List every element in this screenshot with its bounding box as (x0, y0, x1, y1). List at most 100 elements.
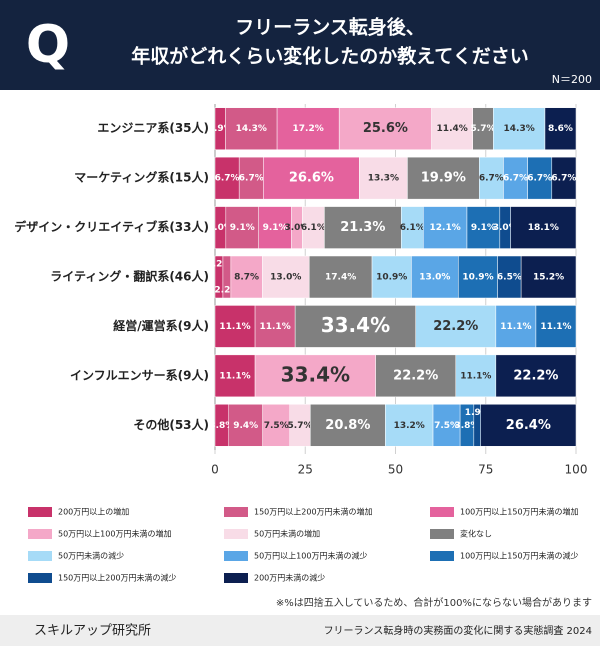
value-label: 25.6% (363, 121, 408, 136)
brand: スキルアップ研究所 (34, 624, 151, 639)
source: フリーランス転身時の実務面の変化に関する実態調査 2024 (324, 624, 592, 637)
legend-swatch (430, 529, 454, 539)
bar-segment (535, 305, 577, 348)
x-tick-label: 0 (211, 463, 219, 477)
legend-swatch (430, 507, 454, 517)
value-label: 2.2% (206, 260, 231, 270)
value-label: 2.9% (208, 124, 233, 134)
bar-segment (359, 156, 408, 200)
value-label: 26.4% (506, 418, 551, 433)
value-label: 7.5% (264, 421, 289, 431)
x-tick-label: 50 (388, 463, 403, 477)
bar-segment (458, 255, 498, 299)
title: フリーランス転身後、 (235, 16, 425, 39)
bar-segment (254, 305, 296, 348)
value-label: 6.5% (497, 273, 522, 283)
value-label: 5.7% (288, 421, 313, 431)
value-label: 6.7% (503, 174, 528, 184)
value-label: 11.1% (460, 371, 491, 381)
value-label: 11.1% (259, 322, 290, 332)
value-label: 11.1% (219, 371, 250, 381)
bar-segment (415, 305, 497, 348)
value-label: 13.0% (270, 273, 301, 283)
value-label: 7.5% (434, 421, 459, 431)
legend-label: 150万円以上200万円未満の減少 (58, 573, 177, 583)
value-label: 9.1% (471, 223, 496, 233)
value-label: 33.4% (321, 313, 390, 337)
legend-label: 50万円未満の減少 (58, 551, 124, 561)
sample-size: N＝200 (552, 73, 592, 86)
value-label: 8.6% (548, 124, 573, 134)
value-label: 3.0% (208, 223, 233, 233)
value-label: 33.4% (281, 362, 350, 386)
value-label: 6.7% (479, 174, 504, 184)
value-label: 10.9% (376, 273, 407, 283)
bar-segment (544, 107, 577, 150)
x-tick-label: 100 (565, 463, 588, 477)
bar-segment (294, 305, 416, 348)
badge: Q (26, 15, 70, 75)
value-label: 19.9% (421, 171, 466, 186)
y-tick-label: エンジニア系(35人) (97, 120, 209, 135)
bar-segment (480, 404, 577, 447)
value-label: 13.0% (419, 273, 450, 283)
value-label: 2.2% (214, 286, 239, 296)
bar-segment (308, 255, 373, 299)
value-label: 22.2% (393, 368, 438, 383)
footer-bg (0, 615, 600, 646)
bar-segment (375, 354, 457, 398)
value-label: 26.6% (289, 171, 334, 186)
value-label: 6.7% (551, 174, 576, 184)
bar-segment (495, 354, 577, 398)
bar-segment (411, 255, 459, 299)
bar-segment (510, 206, 577, 249)
legend-swatch (224, 551, 248, 561)
value-label: 11.1% (219, 322, 250, 332)
legend-swatch (430, 551, 454, 561)
value-label: 3.0% (493, 223, 518, 233)
bar-segment (324, 206, 402, 249)
value-label: 20.8% (325, 418, 370, 433)
value-label: 3.8% (209, 421, 234, 431)
legend-label: 100万円以上150万円未満の増加 (460, 507, 579, 517)
value-label: 10.9% (462, 273, 493, 283)
bar-segment (455, 354, 497, 398)
value-label: 6.7% (239, 174, 264, 184)
value-label: 1.9% (465, 408, 490, 418)
bar-segment (466, 206, 501, 249)
bar-segment (432, 404, 461, 447)
legend-swatch (28, 551, 52, 561)
value-label: 5.7% (471, 124, 496, 134)
legend-label: 200万円未満の減少 (254, 573, 325, 583)
legend-label: 50万円未満の増加 (254, 529, 320, 539)
value-label: 11.4% (437, 124, 468, 134)
bar-segment (495, 305, 537, 348)
bar-segment (551, 156, 577, 200)
legend-swatch (224, 507, 248, 517)
value-label: 15.2% (533, 273, 564, 283)
legend-label: 100万円以上150万円未満の減少 (460, 551, 579, 561)
value-label: 14.3% (504, 124, 535, 134)
value-label: 9.1% (230, 223, 255, 233)
legend-label: 変化なし (460, 529, 492, 539)
value-label: 6.1% (301, 223, 326, 233)
legend-swatch (28, 507, 52, 517)
x-tick-label: 75 (478, 463, 493, 477)
value-label: 3.8% (454, 421, 479, 431)
legend-swatch (224, 529, 248, 539)
value-label: 22.2% (433, 319, 478, 334)
bar-segment (254, 354, 376, 398)
legend-swatch (224, 573, 248, 583)
value-label: 11.1% (500, 322, 531, 332)
y-tick-label: デザイン・クリエイティブ系(33人) (14, 219, 209, 234)
value-label: 21.3% (340, 220, 385, 235)
bar-segment (520, 255, 577, 299)
legend-swatch (28, 573, 52, 583)
bar-segment (407, 156, 480, 200)
bar-segment (238, 156, 264, 200)
bar-segment (230, 255, 263, 299)
value-label: 13.2% (394, 421, 425, 431)
y-tick-label: 経営/運営系(9人) (113, 318, 209, 333)
x-tick-label: 25 (298, 463, 313, 477)
